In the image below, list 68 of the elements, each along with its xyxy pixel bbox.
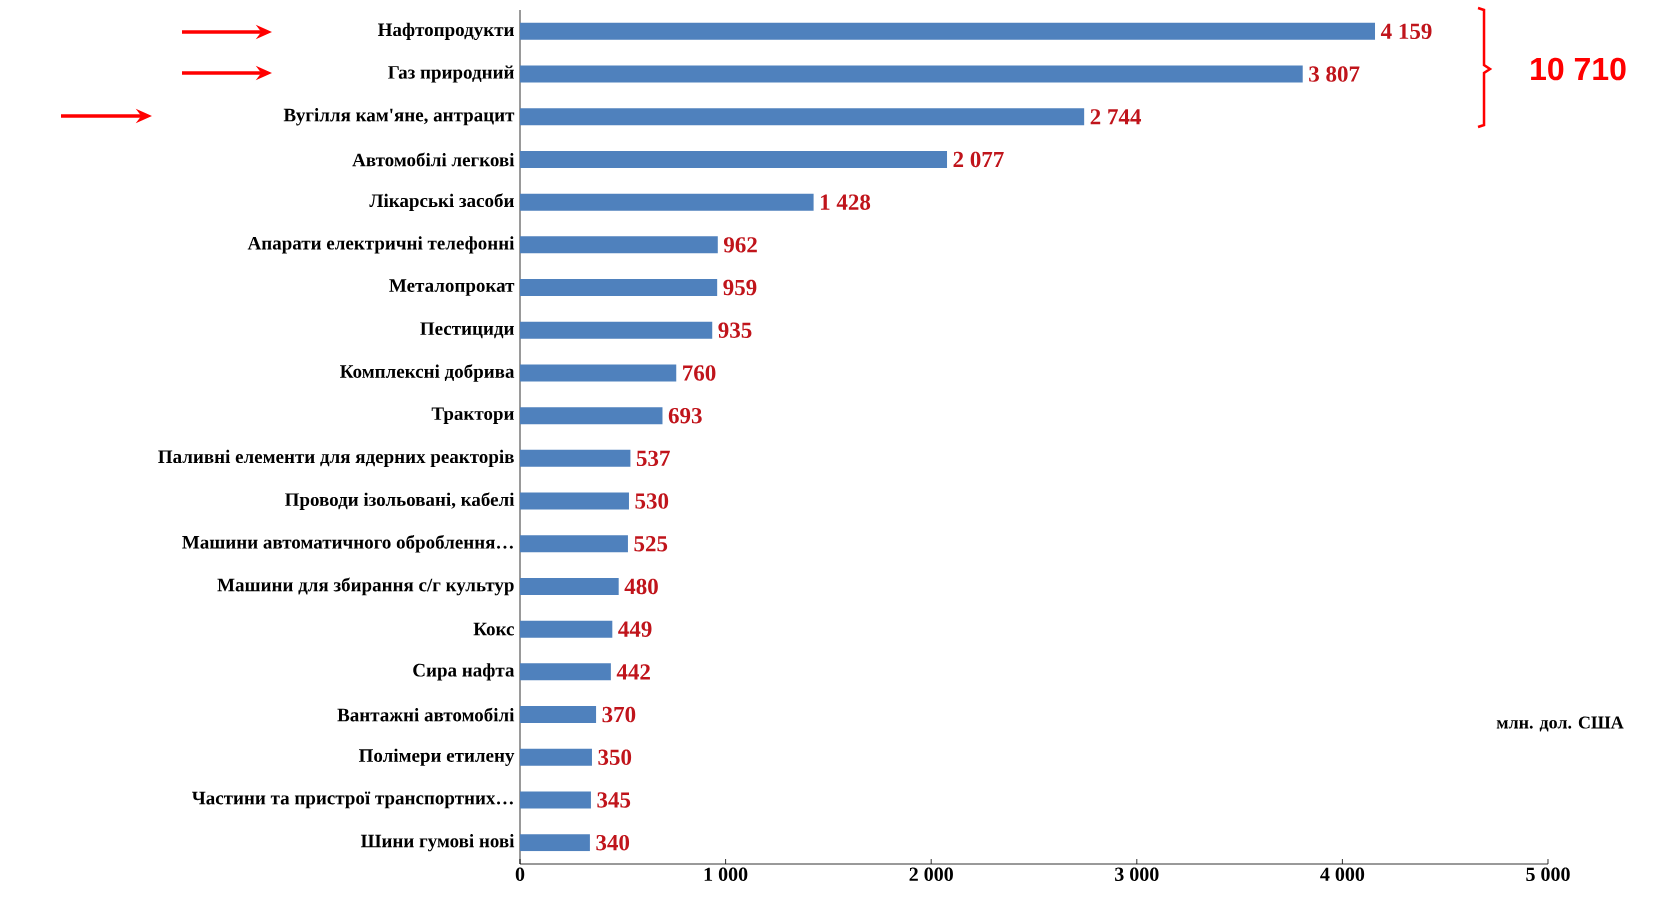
- y-tick-label: Машини автоматичного оброблення…: [182, 534, 513, 553]
- y-tick-label: Машини для збирання с/г культур: [217, 577, 514, 596]
- y-tick-label: Сира нафта: [413, 663, 515, 681]
- x-tick-label: 2 000: [909, 867, 953, 882]
- bar: [520, 620, 613, 638]
- bar: [520, 449, 631, 467]
- bar: [520, 748, 592, 766]
- x-tick-label: 5 000: [1526, 867, 1570, 882]
- bar: [520, 65, 1303, 83]
- bar: [520, 193, 814, 211]
- data-label: 480: [624, 578, 658, 595]
- data-label: 2 744: [1090, 109, 1142, 125]
- data-label: 442: [616, 664, 650, 680]
- y-tick-label: Апарати електричні телефонні: [247, 236, 515, 254]
- y-tick-label: Проводи ізольовані, кабелі: [285, 492, 515, 510]
- data-label: 530: [635, 493, 669, 509]
- y-tick-label: Лікарські засоби: [369, 193, 514, 211]
- bar: [520, 150, 948, 168]
- data-label: 525: [634, 536, 668, 552]
- data-label: 449: [618, 621, 652, 637]
- data-label: 693: [668, 407, 702, 424]
- bar: [520, 364, 677, 382]
- x-tick-label: 1 000: [704, 867, 748, 882]
- bar: [520, 108, 1085, 126]
- annotation: млн. дол. США: [1496, 716, 1624, 732]
- data-label: 340: [596, 834, 630, 851]
- bar: [520, 577, 619, 595]
- bar: [520, 663, 611, 681]
- y-tick-label: Вантажні автомобілі: [337, 707, 515, 722]
- y-tick-label: Частини та пристрої транспортних…: [192, 791, 513, 809]
- bar: [520, 834, 590, 852]
- y-tick-label: Трактори: [431, 407, 514, 424]
- y-tick-label: Автомобілі легкові: [352, 152, 515, 167]
- bar: [520, 535, 628, 553]
- y-tick-label: Пестициди: [420, 322, 514, 339]
- x-tick-label: 3 000: [1115, 867, 1159, 882]
- y-tick-label: Комплексні добрива: [340, 364, 515, 382]
- data-label: 962: [723, 237, 757, 253]
- y-tick-label: Полімери етилену: [358, 748, 515, 766]
- annotation: 10 710: [1531, 57, 1626, 81]
- data-label: 350: [598, 749, 632, 766]
- bar: [520, 279, 718, 297]
- x-tick-label: 0: [515, 867, 525, 882]
- bar: [520, 407, 663, 425]
- y-tick-label: Металопрокат: [389, 279, 515, 296]
- data-label: 1 428: [820, 194, 871, 210]
- y-tick-label: Кокс: [473, 622, 514, 636]
- bar: [520, 321, 713, 339]
- bar: [520, 22, 1376, 40]
- y-tick-label: Газ природний: [388, 65, 514, 83]
- data-label: 4 159: [1380, 23, 1432, 40]
- y-tick-label: Паливні елементи для ядерних реакторів: [158, 449, 514, 467]
- data-label: 370: [602, 706, 636, 723]
- y-tick-label: Вугілля кам'яне, антрацит: [283, 108, 515, 126]
- data-label: 959: [723, 279, 757, 296]
- data-label: 935: [718, 322, 752, 338]
- bar: [520, 492, 629, 510]
- data-label: 760: [683, 365, 716, 381]
- y-tick-label: Шини гумові нові: [360, 834, 515, 852]
- data-label: 2 077: [953, 151, 1004, 168]
- bar: [520, 236, 718, 254]
- y-tick-label: Нафтопродукти: [377, 22, 514, 40]
- data-label: 345: [597, 792, 631, 808]
- x-tick-label: 4 000: [1320, 867, 1365, 882]
- data-label: 537: [636, 450, 670, 467]
- data-label: 3 807: [1309, 66, 1360, 82]
- bar: [520, 791, 591, 809]
- bar: [520, 706, 597, 724]
